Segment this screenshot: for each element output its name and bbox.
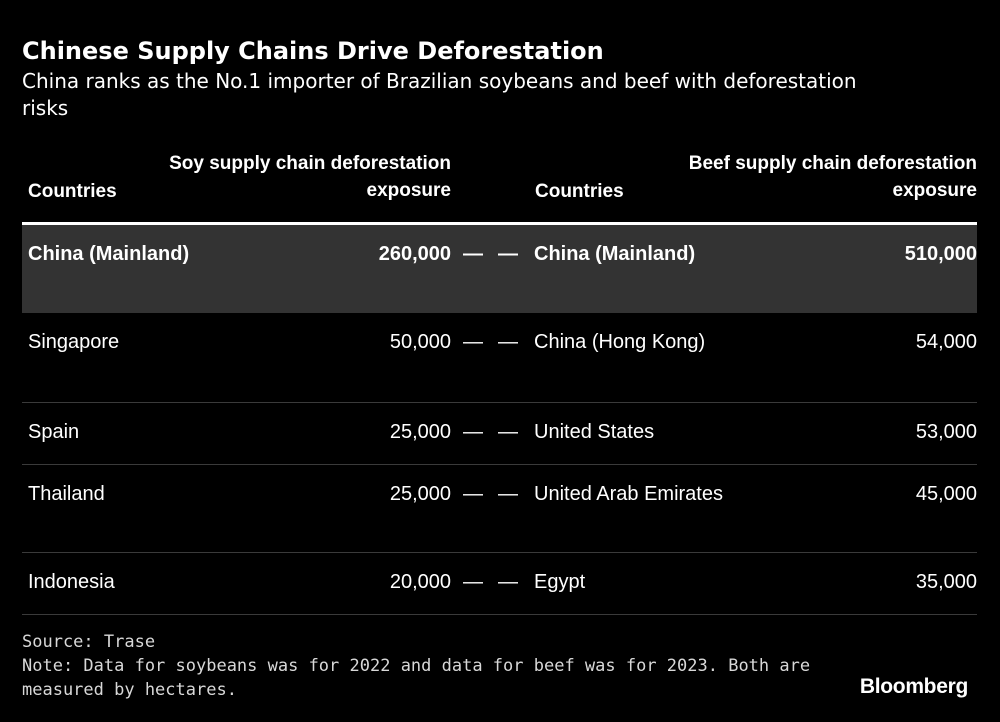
soy-dash-cell: —: [463, 421, 483, 443]
soy-exposure-cell: 50,000: [389, 331, 451, 353]
beef-dash-cell: —: [498, 483, 518, 505]
soy-exposure-cell: 25,000: [389, 483, 451, 505]
soy-dash-cell: —: [463, 243, 483, 265]
soy-dash-cell: —: [463, 331, 483, 353]
beef-country-cell: China (Hong Kong): [534, 331, 706, 353]
chart-title: Chinese Supply Chains Drive Deforestatio…: [22, 37, 604, 65]
footer-notes: Source: Trase Note: Data for soybeans wa…: [22, 630, 822, 702]
soy-country-cell: China (Mainland): [28, 243, 190, 265]
soy-country-cell: Thailand: [28, 483, 105, 505]
table-row: Singapore 50,000 — — China (Hong Kong) 54,000: [22, 313, 977, 403]
soy-country-cell: Indonesia: [28, 571, 115, 593]
header-soy-countries: Countries: [28, 181, 117, 202]
beef-country-cell: China (Mainland): [534, 243, 696, 265]
header-beef-exposure: Beef supply chain deforestation exposure: [688, 153, 977, 201]
soy-exposure-cell: 20,000: [389, 571, 451, 593]
table-row: China (Mainland) 260,000 — — China (Mainland…: [22, 225, 977, 313]
bloomberg-logo: Bloomberg: [859, 675, 968, 698]
beef-country-cell: United States: [534, 421, 655, 443]
beef-exposure-cell: 53,000: [915, 421, 977, 443]
soy-country-cell: Singapore: [28, 331, 120, 353]
beef-dash-cell: —: [498, 571, 518, 593]
beef-country-cell: United Arab Emirates: [534, 483, 723, 505]
source-note: Source: Trase: [22, 632, 156, 652]
beef-dash-cell: —: [498, 421, 518, 443]
data-table: Countries Soy supply chain deforestation…: [22, 148, 977, 615]
beef-exposure-cell: 54,000: [915, 331, 977, 353]
beef-exposure-cell: 510,000: [904, 243, 977, 265]
table-header: Countries Soy supply chain deforestation…: [22, 148, 977, 225]
beef-exposure-cell: 45,000: [915, 483, 977, 505]
data-note: Note: Data for soybeans was for 2022 and…: [22, 656, 811, 700]
beef-dash-cell: —: [498, 331, 518, 353]
table-row: Thailand 25,000 — — United Arab Emirates 45,0…: [22, 465, 977, 553]
table-row: Indonesia 20,000 — — Egypt 35,000: [22, 553, 977, 615]
chart-subtitle: China ranks as the No.1 importer of Braz…: [22, 69, 857, 120]
soy-exposure-cell: 25,000: [389, 421, 451, 443]
soy-dash-cell: —: [463, 571, 483, 593]
beef-dash-cell: —: [498, 243, 518, 265]
soy-exposure-cell: 260,000: [378, 243, 451, 265]
header-soy-exposure: Soy supply chain deforestation exposure: [169, 153, 451, 201]
header-beef-countries: Countries: [535, 181, 624, 202]
soy-dash-cell: —: [463, 483, 483, 505]
soy-country-cell: Spain: [28, 421, 80, 443]
beef-exposure-cell: 35,000: [915, 571, 977, 593]
beef-country-cell: Egypt: [534, 571, 586, 593]
table-row: Spain 25,000 — — United States 53,000: [22, 403, 977, 465]
table-body: China (Mainland) 260,000 — — China (Mainland…: [22, 225, 977, 615]
